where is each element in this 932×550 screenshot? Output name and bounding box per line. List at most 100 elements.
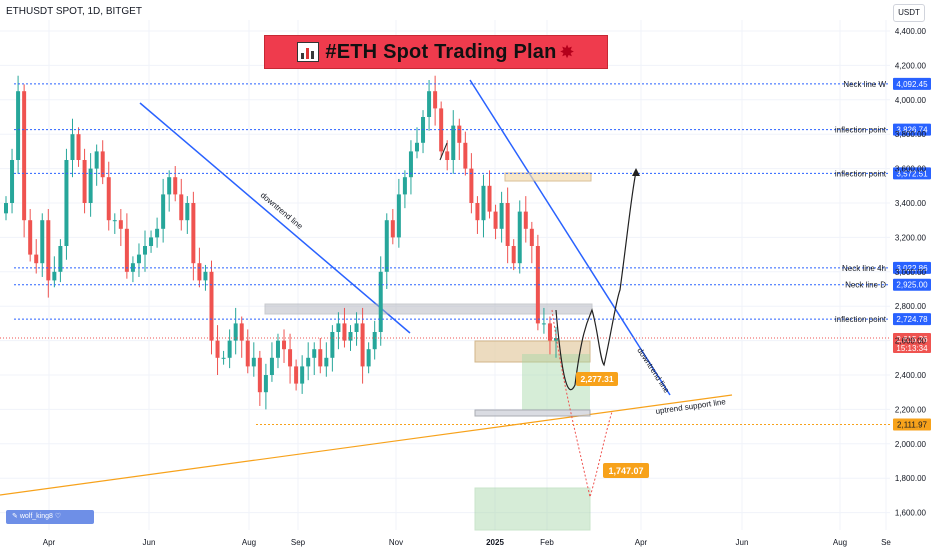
current-price-tag xyxy=(893,332,931,353)
candle-body xyxy=(402,177,407,195)
candle-body xyxy=(366,349,371,367)
uptrend-support-line xyxy=(0,394,733,496)
candle-body xyxy=(239,323,244,341)
candle-body xyxy=(257,357,262,393)
support-price-tag xyxy=(893,418,931,431)
candle-body xyxy=(517,211,522,264)
candle-body xyxy=(251,357,256,367)
candle-body xyxy=(330,332,335,358)
candle-body xyxy=(161,194,166,229)
x-tick-label: 2025 xyxy=(486,538,504,547)
currency-button[interactable]: USDT xyxy=(893,4,925,22)
x-tick-label: Aug xyxy=(833,538,847,547)
candle-body xyxy=(288,349,293,367)
y-tick-label: 4,400.00 xyxy=(895,27,927,36)
candle-body xyxy=(203,271,208,281)
candle-body xyxy=(541,323,546,325)
candle-body xyxy=(493,211,498,229)
current-price-text: 2,615.26 xyxy=(896,335,928,344)
candle-body xyxy=(10,160,15,203)
x-tick-label: Nov xyxy=(389,538,403,547)
level-price-text: 3,826.74 xyxy=(896,126,928,135)
level-price-text: 4,092.45 xyxy=(896,80,928,89)
candle-body xyxy=(445,151,450,160)
candle-body xyxy=(118,220,123,229)
candle-body xyxy=(70,134,75,160)
candle-body xyxy=(505,203,510,246)
candle-body xyxy=(136,254,141,264)
callout-2277-text: 2,277.31 xyxy=(580,374,613,384)
level-label: inflection point xyxy=(835,126,887,135)
bar-chart-icon xyxy=(297,42,320,62)
candle-body xyxy=(16,91,21,160)
candle-body xyxy=(52,271,57,281)
author-badge[interactable]: ✎ wolf_king8 ♡ xyxy=(6,510,94,524)
level-price-tag xyxy=(893,77,931,90)
level-label: inflection point xyxy=(835,315,887,324)
level-label: Neck line D xyxy=(845,281,886,290)
candle-body xyxy=(354,323,359,332)
support-zone xyxy=(474,409,591,417)
candle-body xyxy=(433,91,438,109)
candle-body xyxy=(149,237,154,246)
candle-body xyxy=(130,263,135,272)
y-tick-label: 3,800.00 xyxy=(895,130,927,139)
candle-body xyxy=(191,203,196,264)
ticker-label: ETHUSDT SPOT, 1D, BITGET xyxy=(6,6,142,17)
candle-body xyxy=(378,271,383,332)
downtrend-line-1 xyxy=(139,102,411,334)
title-banner: #ETH Spot Trading Plan ✸ xyxy=(264,35,608,69)
candle-body xyxy=(34,254,39,264)
candle-body xyxy=(469,168,474,203)
candle-body xyxy=(384,220,389,272)
candle-body xyxy=(179,194,184,221)
candle-body xyxy=(197,263,202,281)
level-price-text: 2,925.00 xyxy=(896,281,928,290)
x-tick-label: Feb xyxy=(540,538,554,547)
x-tick-label: Aug xyxy=(242,538,256,547)
callout-2277-box xyxy=(576,372,618,386)
candle-body xyxy=(209,271,214,341)
bullish-projection xyxy=(555,171,637,391)
pattern-mark xyxy=(439,142,448,161)
candle-body xyxy=(372,332,377,350)
y-tick-label: 2,400.00 xyxy=(895,371,927,380)
candle-body xyxy=(451,125,456,160)
candle-body xyxy=(245,340,250,367)
candle-body xyxy=(94,151,99,169)
candle-body xyxy=(481,185,486,221)
y-tick-label: 1,800.00 xyxy=(895,474,927,483)
y-tick-label: 3,200.00 xyxy=(895,233,927,242)
candle-body xyxy=(46,220,51,281)
candle-body xyxy=(554,338,558,341)
candle-body xyxy=(124,228,129,272)
supply-zone xyxy=(504,172,592,182)
candle-body xyxy=(535,246,540,324)
candle-body xyxy=(523,211,528,229)
candle-body xyxy=(269,357,274,375)
level-price-tag xyxy=(893,313,931,326)
candle-body xyxy=(100,151,105,178)
candle-body xyxy=(324,357,329,367)
candle-body xyxy=(215,340,220,358)
candle-body xyxy=(414,142,419,152)
candle-body xyxy=(348,332,353,341)
candle-body xyxy=(408,151,413,178)
x-tick-label: Sep xyxy=(291,538,306,547)
target-zone-2 xyxy=(474,487,591,531)
y-tick-label: 2,600.00 xyxy=(895,337,927,346)
support-price-text: 2,111.97 xyxy=(897,421,928,430)
candle-body xyxy=(143,246,148,255)
level-price-text: 3,022.86 xyxy=(896,264,928,273)
x-tick-label: Jun xyxy=(736,538,749,547)
y-tick-label: 3,400.00 xyxy=(895,199,927,208)
candle-body xyxy=(318,349,323,367)
candle-body xyxy=(312,349,317,358)
candle-body xyxy=(475,203,480,221)
callout-1747-box xyxy=(603,463,649,478)
candle-body xyxy=(294,366,299,384)
author-name: wolf_king8 xyxy=(19,513,53,520)
level-label: inflection point xyxy=(835,169,887,178)
candle-body xyxy=(342,323,347,341)
